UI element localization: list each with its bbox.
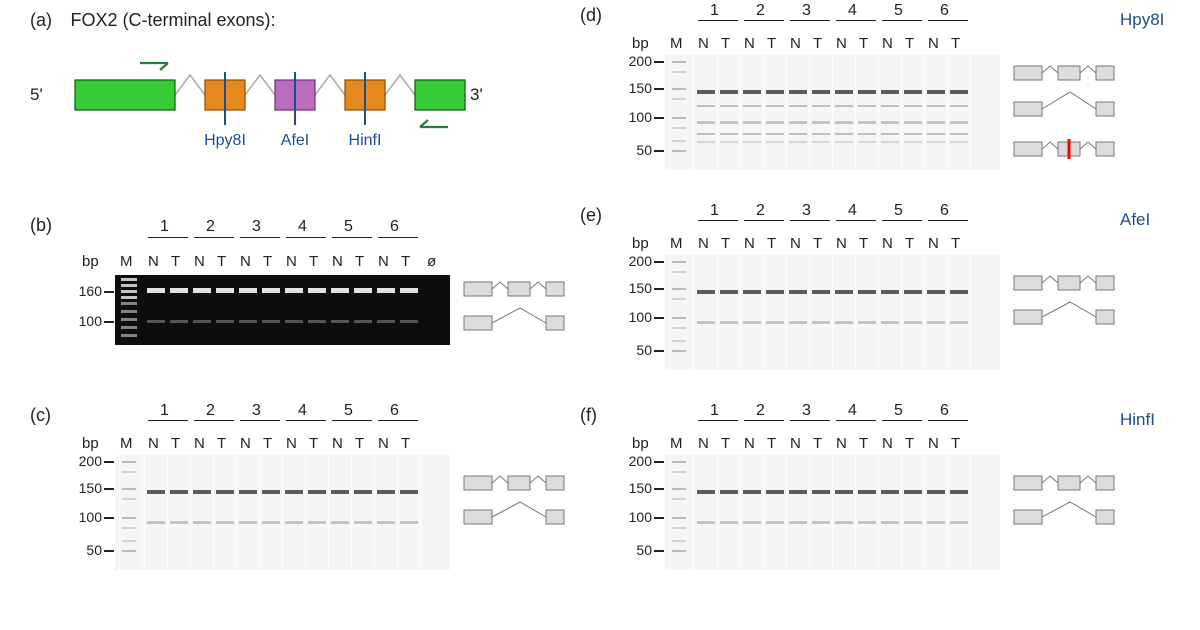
panel-d-enzyme: Hpy8I: [1120, 10, 1164, 30]
panel-a-label: (a): [30, 10, 52, 30]
panel-a: (a) FOX2 (C-terminal exons):: [30, 10, 276, 31]
panel-e-enzyme: AfeI: [1120, 210, 1150, 230]
panel-e-label: (e): [580, 205, 602, 226]
panel-e-sidediagram: [1010, 272, 1120, 334]
exon-1: [75, 80, 175, 110]
panel-f-label: (f): [580, 405, 597, 426]
panel-a-title: FOX2 (C-terminal exons):: [70, 10, 275, 30]
primer-rev: [420, 120, 448, 127]
three-prime: 3': [470, 85, 483, 104]
enz-lbl-1: AfeI: [281, 132, 309, 149]
panel-d-sidediagram: [1010, 62, 1120, 172]
panel-c-label: (c): [30, 405, 51, 426]
panel-b-empty: ø: [427, 253, 436, 270]
primer-fwd: [140, 63, 168, 70]
five-prime: 5': [30, 85, 43, 104]
panel-f-enzyme: HinfI: [1120, 410, 1155, 430]
panel-a-diagram: 5' 3' Hpy8I AfeI HinfI: [20, 40, 500, 180]
panel-d-label: (d): [580, 5, 602, 26]
panel-f-sidediagram: [1010, 472, 1120, 534]
panel-b-sidediagram: [460, 278, 570, 340]
enz-lbl-2: HinfI: [349, 132, 382, 149]
panel-b-M: M: [120, 253, 133, 270]
exon-5: [415, 80, 465, 110]
panel-b-bp: bp: [82, 253, 99, 270]
panel-b-label: (b): [30, 215, 52, 236]
b-tick-160: 160: [72, 283, 102, 299]
panel-c-sidediagram: [460, 472, 570, 534]
gel-b: [115, 275, 450, 345]
b-tick-100: 100: [72, 313, 102, 329]
enz-lbl-0: Hpy8I: [204, 132, 246, 149]
